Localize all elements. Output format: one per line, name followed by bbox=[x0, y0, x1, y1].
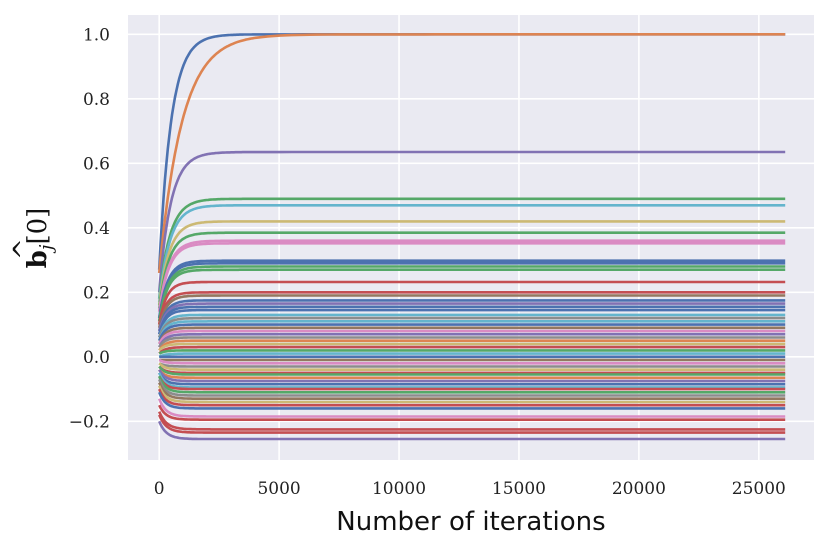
series-line bbox=[157, 280, 786, 325]
series-line bbox=[157, 239, 786, 312]
series-line bbox=[158, 349, 786, 355]
series-line bbox=[157, 302, 786, 332]
series-line bbox=[158, 382, 786, 401]
y-axis-label-suffix: [0] bbox=[23, 208, 53, 245]
y-axis-label-hat: ^ bbox=[9, 238, 39, 260]
series-line bbox=[157, 305, 786, 335]
x-tick-label: 20000 bbox=[612, 479, 666, 499]
series-line bbox=[157, 268, 786, 322]
svg-text:bj[0]: bj[0] bbox=[23, 208, 57, 269]
y-axis-label-subscript: j bbox=[36, 244, 57, 254]
series-lines bbox=[157, 32, 786, 441]
series-line bbox=[158, 372, 786, 389]
series-line bbox=[157, 299, 786, 332]
series-line bbox=[158, 388, 786, 407]
series-line bbox=[157, 261, 786, 319]
y-tick-label: −0.2 bbox=[69, 412, 110, 432]
series-line bbox=[158, 369, 786, 383]
series-line bbox=[157, 294, 786, 329]
series-line bbox=[158, 329, 786, 345]
series-line bbox=[157, 378, 786, 397]
series-line bbox=[157, 398, 786, 418]
series-line bbox=[158, 372, 786, 386]
series-line bbox=[157, 220, 786, 306]
y-axis-label-symbol: b bbox=[23, 250, 53, 268]
series-line bbox=[158, 362, 786, 372]
series-line bbox=[158, 368, 786, 380]
y-tick-label: 0.2 bbox=[83, 283, 110, 303]
x-tick-label: 10000 bbox=[372, 479, 426, 499]
series-line bbox=[157, 385, 786, 404]
series-line bbox=[157, 32, 786, 274]
series-line bbox=[158, 342, 786, 352]
series-line bbox=[158, 345, 786, 355]
series-line bbox=[157, 316, 786, 338]
x-tick-label: 0 bbox=[154, 479, 165, 499]
series-line bbox=[157, 313, 786, 338]
series-line bbox=[157, 150, 786, 293]
y-tick-label: 0.8 bbox=[83, 90, 110, 110]
series-line bbox=[158, 404, 786, 422]
x-tick-labels: 0 5000 10000 15000 20000 25000 bbox=[154, 479, 786, 499]
series-line bbox=[158, 339, 786, 352]
x-axis-label: Number of iterations bbox=[336, 507, 605, 537]
y-tick-label: 0.4 bbox=[83, 219, 110, 239]
series-line bbox=[158, 332, 786, 348]
series-line bbox=[157, 204, 786, 303]
series-line bbox=[158, 375, 786, 391]
series-line bbox=[157, 308, 786, 335]
series-line bbox=[158, 365, 786, 375]
plot-area bbox=[128, 15, 814, 460]
x-tick-label: 15000 bbox=[492, 479, 546, 499]
series-line bbox=[158, 414, 786, 434]
series-line bbox=[158, 391, 786, 410]
y-tick-label: 0.0 bbox=[83, 348, 110, 368]
y-tick-label: 1.0 bbox=[83, 25, 110, 45]
series-line bbox=[158, 420, 786, 441]
series-line bbox=[158, 323, 786, 342]
series-line bbox=[157, 259, 786, 319]
series-line bbox=[158, 352, 786, 358]
series-line bbox=[157, 290, 786, 325]
x-tick-label: 5000 bbox=[257, 479, 300, 499]
series-line bbox=[157, 197, 786, 299]
series-line bbox=[157, 265, 786, 322]
y-tick-label: 0.6 bbox=[83, 154, 110, 174]
series-line bbox=[157, 375, 786, 394]
x-tick-label: 25000 bbox=[732, 479, 786, 499]
series-line bbox=[157, 231, 786, 309]
y-tick-labels: −0.2 0.0 0.2 0.4 0.6 0.8 1.0 bbox=[69, 25, 110, 432]
series-line bbox=[158, 336, 786, 348]
series-line bbox=[157, 319, 786, 342]
series-line bbox=[158, 358, 786, 365]
series-line bbox=[158, 411, 786, 431]
series-line bbox=[158, 365, 786, 376]
series-line bbox=[158, 362, 786, 368]
series-line bbox=[157, 242, 786, 312]
series-line bbox=[158, 326, 786, 345]
y-axis-label: bj[0] ^ bbox=[9, 208, 57, 269]
